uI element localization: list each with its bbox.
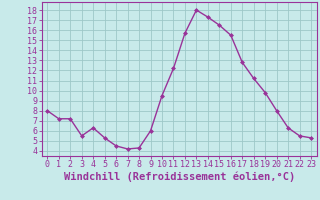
- X-axis label: Windchill (Refroidissement éolien,°C): Windchill (Refroidissement éolien,°C): [64, 172, 295, 182]
